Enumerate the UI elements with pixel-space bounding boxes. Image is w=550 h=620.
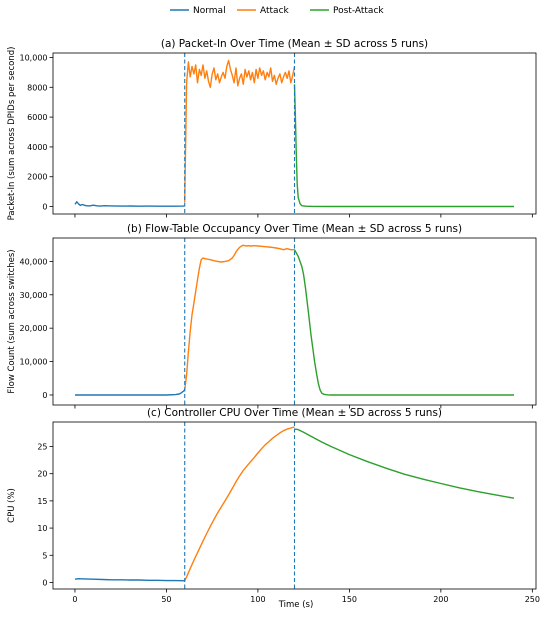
chart-panel: (b) Flow-Table Occupancy Over Time (Mean…	[7, 223, 537, 409]
y-tick-label: 0	[42, 203, 47, 212]
y-tick-label: 25	[37, 442, 47, 451]
x-tick-label: 100	[250, 595, 265, 604]
shared-x-axis: Time (s)	[278, 600, 314, 610]
plot-frame	[52, 421, 537, 590]
y-tick-label: 4000	[27, 143, 47, 152]
series-line-normal	[74, 201, 185, 207]
x-tick-label: 0	[72, 595, 77, 604]
series-line-post-attack	[293, 84, 514, 208]
y-axis-title: CPU (%)	[7, 488, 17, 523]
chart-panel: (a) Packet-In Over Time (Mean ± SD acros…	[7, 38, 537, 221]
x-tick-label: 250	[525, 595, 540, 604]
y-tick-label: 10	[37, 524, 47, 533]
x-tick-label: 150	[342, 595, 357, 604]
series-line-attack	[184, 426, 295, 582]
legend-item: Normal	[170, 6, 226, 16]
legend-item: Attack	[237, 6, 290, 16]
series-line-post-attack	[294, 428, 515, 499]
x-tick-label: 50	[161, 595, 171, 604]
y-tick-label: 40,000	[20, 257, 48, 266]
panel-title: (a) Packet-In Over Time (Mean ± SD acros…	[161, 38, 428, 50]
legend: Normal Attack Post-Attack	[170, 6, 384, 16]
y-tick-label: 6000	[27, 113, 47, 122]
y-tick-label: 5	[42, 551, 47, 560]
y-tick-label: 0	[42, 578, 47, 587]
series-line-attack	[184, 59, 296, 203]
y-tick-label: 15	[37, 497, 47, 506]
plot-frame	[52, 52, 537, 215]
panel-title: (c) Controller CPU Over Time (Mean ± SD …	[147, 407, 442, 419]
x-axis-title: Time (s)	[278, 600, 314, 610]
series-line-post-attack	[293, 249, 514, 396]
legend-label: Normal	[193, 6, 226, 16]
series-line-normal	[74, 578, 185, 582]
panel-title: (b) Flow-Table Occupancy Over Time (Mean…	[127, 223, 462, 235]
y-tick-label: 0	[42, 391, 47, 400]
y-tick-label: 20	[37, 470, 47, 479]
y-tick-label: 2000	[27, 173, 47, 182]
y-tick-label: 30,000	[20, 291, 48, 300]
y-axis-title: Flow Count (sum across switches)	[7, 249, 17, 393]
y-tick-label: 10,000	[20, 53, 48, 62]
x-tick-label: 200	[433, 595, 448, 604]
y-tick-label: 20,000	[20, 324, 48, 333]
chart-panels: (a) Packet-In Over Time (Mean ± SD acros…	[7, 38, 540, 604]
legend-label: Post-Attack	[333, 6, 384, 16]
chart-panel: (c) Controller CPU Over Time (Mean ± SD …	[7, 407, 540, 604]
legend-item: Post-Attack	[310, 6, 384, 16]
legend-label: Attack	[260, 6, 290, 16]
plot-frame	[52, 237, 537, 406]
y-axis-title: Packet-In (sum across DPIDs per second)	[7, 47, 17, 221]
series-line-attack	[184, 244, 295, 391]
y-tick-label: 8000	[27, 83, 47, 92]
y-tick-label: 10,000	[20, 358, 48, 367]
series-line-normal	[75, 389, 186, 396]
